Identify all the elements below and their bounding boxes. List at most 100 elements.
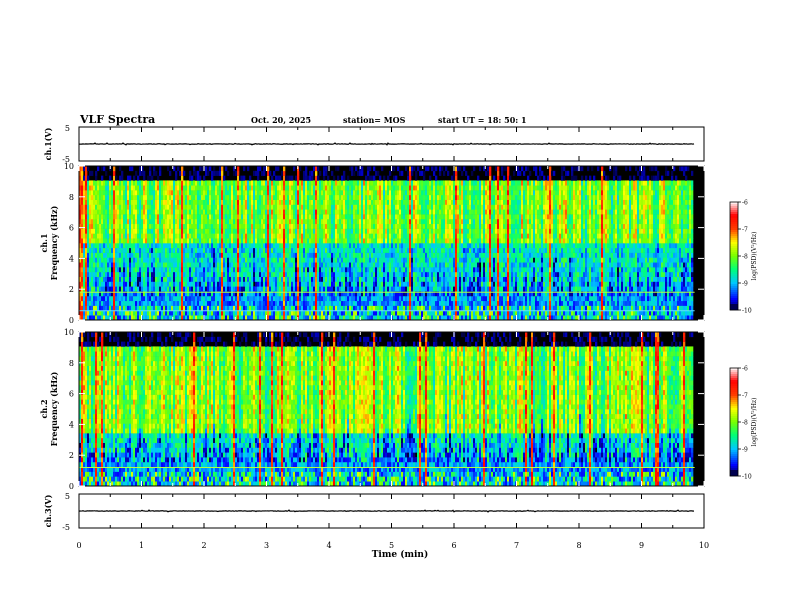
spectrogram-cell xyxy=(229,194,232,200)
spectrogram-cell xyxy=(345,214,348,220)
spectrogram-cell xyxy=(237,190,240,196)
spectrogram-cell xyxy=(285,218,288,225)
spectrogram-cell xyxy=(123,257,126,263)
spectrogram-cell xyxy=(295,300,298,306)
spectrogram-cell xyxy=(227,281,230,287)
spectrogram-cell xyxy=(209,291,212,297)
spectrogram-cell xyxy=(97,180,100,186)
spectrogram-cell xyxy=(139,228,142,234)
spectrogram-cell xyxy=(381,209,384,215)
spectrogram-cell xyxy=(83,305,86,311)
spectrogram-cell xyxy=(197,175,200,181)
spectrogram-cell xyxy=(331,194,334,200)
spectrogram-cell xyxy=(399,291,402,297)
spectrogram-cell xyxy=(219,286,222,292)
spectrogram-cell xyxy=(313,315,316,321)
spectrogram-cell xyxy=(157,252,160,258)
spectrogram-cell xyxy=(345,252,348,258)
spectrogram-cell xyxy=(199,204,202,210)
spectrogram-cell xyxy=(81,310,84,316)
spectrogram-cell xyxy=(183,185,186,191)
spectrogram-cell xyxy=(267,185,270,191)
spectrogram-cell xyxy=(143,310,146,316)
spectrogram-cell xyxy=(253,257,256,263)
spectrogram-cell xyxy=(85,194,88,200)
spectrogram-cell xyxy=(293,209,296,215)
spectrogram-cell xyxy=(159,194,162,200)
spectrogram-cell xyxy=(267,262,270,268)
spectrogram-cell xyxy=(171,291,174,297)
spectrogram-cell xyxy=(123,214,126,220)
spectrogram-cell xyxy=(367,286,370,292)
spectrogram-cell xyxy=(231,190,234,196)
spectrogram-cell xyxy=(169,228,172,234)
spectrogram-cell xyxy=(177,218,180,225)
spectrogram-cell xyxy=(163,194,166,200)
spectrogram-cell xyxy=(165,238,168,244)
spectrogram-cell xyxy=(271,243,274,249)
spectrogram-cell xyxy=(91,214,94,220)
spectrogram-cell xyxy=(83,185,86,191)
spectrogram-cell xyxy=(211,209,214,215)
spectrogram-cell xyxy=(387,243,390,249)
spectrogram-cell xyxy=(207,291,210,297)
spectrogram-cell xyxy=(397,281,400,287)
spectrogram-cell xyxy=(267,218,270,225)
spectrogram-cell xyxy=(263,271,266,277)
spectrogram-cell xyxy=(267,271,270,277)
spectrogram-cell xyxy=(319,262,322,268)
spectrogram-cell xyxy=(227,247,230,253)
spectrogram-cell xyxy=(367,170,370,176)
spectrogram-cell xyxy=(95,190,98,196)
spectrogram-cell xyxy=(215,238,218,244)
spectrogram-cell xyxy=(147,180,150,186)
spectrogram-cell xyxy=(321,228,324,234)
spectrogram-cell xyxy=(379,281,382,287)
spectrogram-cell xyxy=(213,233,216,239)
spectrogram-cell xyxy=(297,252,300,258)
spectrogram-cell xyxy=(273,185,276,191)
spectrogram-cell xyxy=(325,305,328,311)
spectrogram-cell xyxy=(297,238,300,244)
spectrogram-cell xyxy=(137,199,140,205)
spectrogram-cell xyxy=(383,300,386,306)
spectrogram-cell xyxy=(253,300,256,306)
spectrogram-cell xyxy=(207,228,210,234)
spectrogram-cell xyxy=(273,218,276,225)
spectrogram-cell xyxy=(245,267,248,273)
spectrogram-cell xyxy=(241,271,244,277)
spectrogram-cell xyxy=(223,286,226,292)
spectrogram-cell xyxy=(255,204,258,210)
spectrogram-cell xyxy=(183,238,186,244)
spectrogram-cell xyxy=(387,315,390,321)
spectrogram-cell xyxy=(187,295,190,302)
spectrogram-cell xyxy=(91,204,94,210)
spectrogram-cell xyxy=(269,305,272,311)
spectrogram-cell xyxy=(79,233,82,239)
spectrogram-cell xyxy=(161,295,164,302)
spectrogram-cell xyxy=(315,267,318,273)
spectrogram-cell xyxy=(101,180,104,186)
spectrogram-cell xyxy=(121,252,124,258)
spectrogram-cell xyxy=(221,262,224,268)
spectrogram-cell xyxy=(335,204,338,210)
spectrogram-cell xyxy=(299,243,302,249)
spectrogram-cell xyxy=(313,243,316,249)
spectrogram-cell xyxy=(135,262,138,268)
spectrogram-cell xyxy=(201,276,204,282)
spectrogram-cell xyxy=(249,238,252,244)
spectrogram-cell xyxy=(305,223,308,229)
spectrogram-cell xyxy=(169,262,172,268)
spectrogram-cell xyxy=(399,257,402,263)
spectrogram-cell xyxy=(181,315,184,321)
spectrogram-cell xyxy=(163,247,166,253)
spectrogram-cell xyxy=(261,267,264,273)
spectrogram-cell xyxy=(119,180,122,186)
spectrogram-cell xyxy=(295,180,298,186)
spectrogram-cell xyxy=(403,247,406,253)
spectrogram-cell xyxy=(335,276,338,282)
spectrogram-cell xyxy=(231,204,234,210)
spectrogram-cell xyxy=(399,247,402,253)
spectrogram-cell xyxy=(337,214,340,220)
spectrogram-cell xyxy=(163,310,166,316)
